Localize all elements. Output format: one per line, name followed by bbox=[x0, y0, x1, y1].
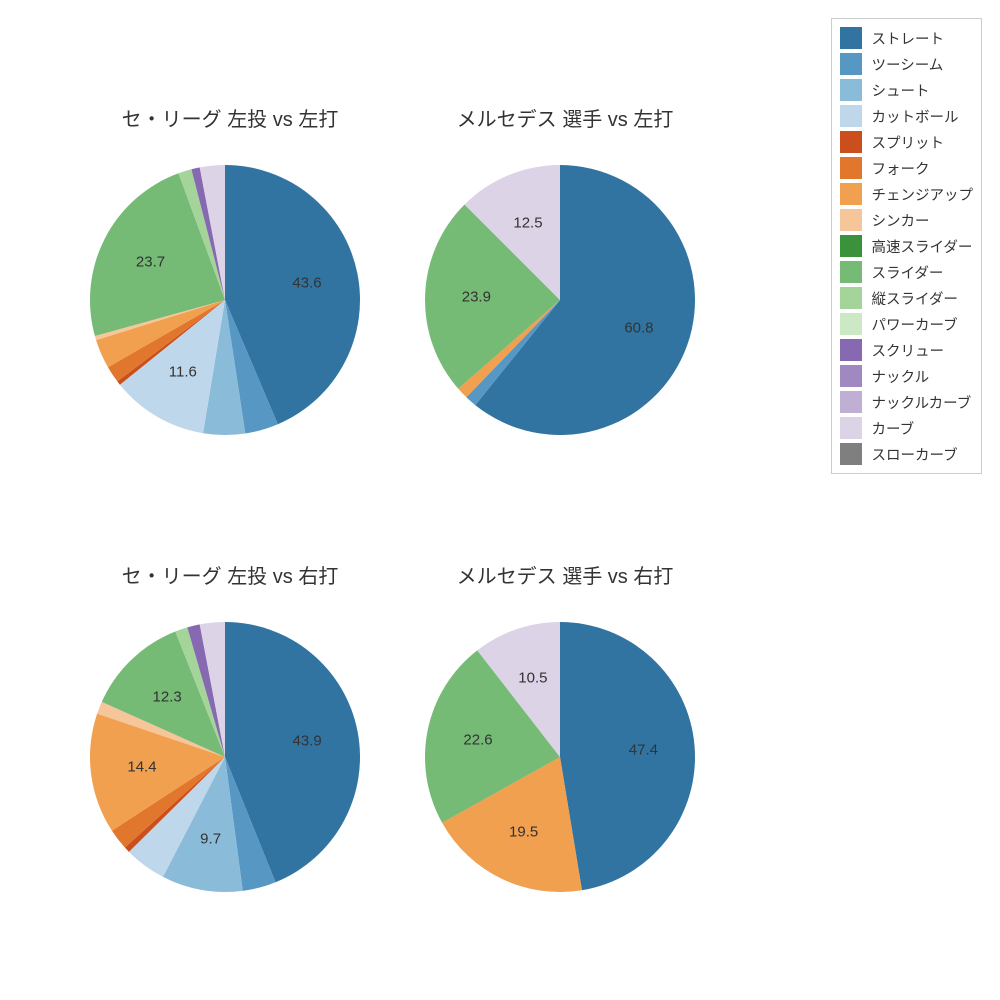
pie-slice-label: 14.4 bbox=[127, 759, 156, 776]
pie-slice-label: 43.9 bbox=[293, 733, 322, 750]
legend-item: ナックル bbox=[840, 363, 974, 389]
pie-slice bbox=[560, 622, 695, 890]
legend-item: ストレート bbox=[840, 25, 974, 51]
legend-item: 縦スライダー bbox=[840, 285, 974, 311]
legend-swatch bbox=[840, 443, 862, 465]
legend-swatch bbox=[840, 365, 862, 387]
legend-label: シンカー bbox=[872, 210, 930, 231]
legend-label: チェンジアップ bbox=[872, 184, 974, 205]
pie-slice-label: 22.6 bbox=[463, 732, 492, 749]
legend-label: 縦スライダー bbox=[872, 288, 958, 309]
legend-item: フォーク bbox=[840, 155, 974, 181]
legend-item: スローカーブ bbox=[840, 441, 974, 467]
legend-swatch bbox=[840, 131, 862, 153]
pie-top-left: 43.6 11.6 23.7 bbox=[80, 155, 370, 445]
legend-label: ナックルカーブ bbox=[872, 392, 972, 413]
legend-label: カーブ bbox=[872, 418, 915, 439]
pie-slice-label: 60.8 bbox=[624, 319, 653, 336]
legend-label: カットボール bbox=[872, 106, 959, 127]
pie-slice-label: 12.3 bbox=[153, 688, 182, 705]
legend-label: フォーク bbox=[872, 158, 930, 179]
legend-item: パワーカーブ bbox=[840, 311, 974, 337]
chart-title: メルセデス 選手 vs 右打 bbox=[415, 560, 715, 589]
legend-swatch bbox=[840, 261, 862, 283]
legend-item: スプリット bbox=[840, 129, 974, 155]
pie-bottom-right: 47.4 19.5 22.6 10.5 bbox=[415, 612, 705, 902]
legend-label: ナックル bbox=[872, 366, 930, 387]
chart-title: セ・リーグ 左投 vs 右打 bbox=[80, 560, 380, 589]
legend-swatch bbox=[840, 287, 862, 309]
pie-slice-label: 23.9 bbox=[462, 289, 491, 306]
legend-label: スプリット bbox=[872, 132, 945, 153]
legend-item: ツーシーム bbox=[840, 51, 974, 77]
pie-slice-label: 10.5 bbox=[518, 669, 547, 686]
legend-item: スクリュー bbox=[840, 337, 974, 363]
legend-swatch bbox=[840, 391, 862, 413]
legend-swatch bbox=[840, 157, 862, 179]
pie-slice-label: 12.5 bbox=[513, 214, 542, 231]
legend-swatch bbox=[840, 417, 862, 439]
legend-swatch bbox=[840, 79, 862, 101]
legend-label: ストレート bbox=[872, 28, 945, 49]
pie-slice-label: 19.5 bbox=[509, 824, 538, 841]
legend-item: チェンジアップ bbox=[840, 181, 974, 207]
legend-swatch bbox=[840, 339, 862, 361]
legend-swatch bbox=[840, 105, 862, 127]
legend-item: シュート bbox=[840, 77, 974, 103]
legend-label: シュート bbox=[872, 80, 930, 101]
legend-item: カーブ bbox=[840, 415, 974, 441]
legend-label: パワーカーブ bbox=[872, 314, 958, 335]
pie-slice-label: 47.4 bbox=[629, 742, 658, 759]
chart-title: メルセデス 選手 vs 左打 bbox=[415, 103, 715, 132]
chart-grid: セ・リーグ 左投 vs 左打 43.6 11.6 23.7 メルセデス 選手 vs 左打… bbox=[0, 0, 1000, 1000]
legend-swatch bbox=[840, 313, 862, 335]
legend-item: スライダー bbox=[840, 259, 974, 285]
pie-slice-label: 43.6 bbox=[292, 275, 321, 292]
pie-top-right: 60.8 23.9 12.5 bbox=[415, 155, 705, 445]
legend-label: スクリュー bbox=[872, 340, 945, 361]
pie-slice-label: 23.7 bbox=[136, 253, 165, 270]
legend-swatch bbox=[840, 183, 862, 205]
chart-title: セ・リーグ 左投 vs 左打 bbox=[80, 103, 380, 132]
legend-label: スライダー bbox=[872, 262, 944, 283]
legend-swatch bbox=[840, 209, 862, 231]
pie-slice-label: 9.7 bbox=[200, 831, 221, 848]
legend-label: ツーシーム bbox=[872, 54, 944, 75]
legend-swatch bbox=[840, 53, 862, 75]
legend: ストレートツーシームシュートカットボールスプリットフォークチェンジアップシンカー… bbox=[831, 18, 983, 474]
legend-label: スローカーブ bbox=[872, 444, 958, 465]
legend-label: 高速スライダー bbox=[872, 236, 973, 257]
pie-slice-label: 11.6 bbox=[169, 364, 197, 381]
legend-item: カットボール bbox=[840, 103, 974, 129]
legend-item: シンカー bbox=[840, 207, 974, 233]
legend-swatch bbox=[840, 27, 862, 49]
legend-item: ナックルカーブ bbox=[840, 389, 974, 415]
legend-item: 高速スライダー bbox=[840, 233, 974, 259]
legend-swatch bbox=[840, 235, 862, 257]
pie-bottom-left: 43.9 9.7 14.4 12.3 bbox=[80, 612, 370, 902]
